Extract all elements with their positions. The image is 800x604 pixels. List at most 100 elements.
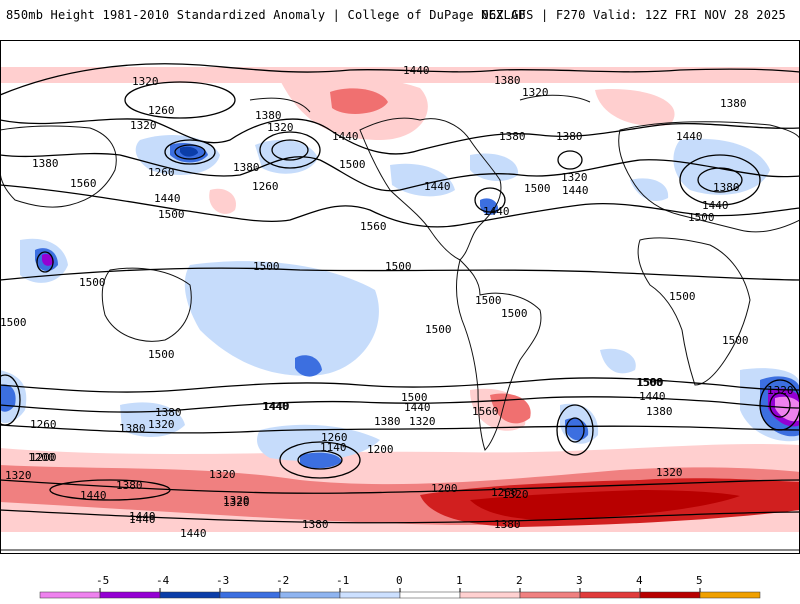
contour-label: 1320 (522, 86, 549, 99)
contour-label: 1440 (332, 130, 359, 143)
anomaly-colorbar: -5 -4 -3 -2 -1 0 1 2 3 4 5 (0, 566, 800, 600)
contour-label: 1380 (302, 518, 329, 531)
contour-label: 1380 (713, 181, 740, 194)
contour-label: 1320 (148, 418, 175, 431)
contour-label: 1500 (688, 211, 715, 224)
contour-label: 1320 (209, 468, 236, 481)
colorbar-tick-label: 0 (396, 574, 403, 587)
colorbar-tick-label: -4 (156, 574, 170, 587)
contour-label: 1380 (494, 74, 521, 87)
contour-label: 1500 (385, 260, 412, 273)
contour-label: 1260 (252, 180, 279, 193)
header: 850mb Height 1981-2010 Standardized Anom… (0, 0, 800, 30)
colorbar-swatch (279, 591, 341, 599)
colorbar-tick-label: 3 (576, 574, 583, 587)
contour-label: 1320 (5, 469, 32, 482)
contour-label: 1440 (483, 205, 510, 218)
colorbar-tick-label: -3 (216, 574, 229, 587)
height-contours (0, 63, 800, 524)
contour-label: 1500 (501, 307, 528, 320)
contour-label: 1560 (472, 405, 499, 418)
contour-label: 1320 (502, 488, 529, 501)
contour-label: 1440 (676, 130, 703, 143)
contour-label: 1200 (28, 451, 55, 464)
contour-label: 1440 (180, 527, 207, 540)
contour-label: 1440 (562, 184, 589, 197)
contour-label: 1500 (253, 260, 280, 273)
colorbar-swatch (99, 591, 161, 599)
colorbar-swatch (39, 591, 101, 599)
contour-label: 1200 (367, 443, 394, 456)
contour-label: 1320 (132, 75, 159, 88)
contour-label: 1380 (374, 415, 401, 428)
contour-label: 1380 (499, 130, 526, 143)
contour-label: 1200 (431, 482, 458, 495)
contour-label: 1380 (720, 97, 747, 110)
map-panel[interactable]: 1320 1440 1380 1320 1380 1260 1320 1380 … (0, 40, 800, 554)
colorbar-tick-label: 5 (696, 574, 703, 587)
contour-label: 1440 (702, 199, 729, 212)
contour-label: 1380 (233, 161, 260, 174)
contour-label: 1500 (636, 376, 663, 389)
contour-label: 1500 (401, 391, 428, 404)
contour-label: 1500 (637, 376, 664, 389)
contour-label: 1320 (767, 384, 794, 397)
contour-label: 1560 (70, 177, 97, 190)
colorbar-ticks: -5 -4 -3 -2 -1 0 1 2 3 4 5 (96, 574, 703, 592)
contour-label: 1440 (262, 400, 289, 413)
contour-label: 1320 (223, 494, 250, 507)
contour-label: 1320 (267, 121, 294, 134)
contour-label: 1500 (669, 290, 696, 303)
contour-label: 1380 (556, 130, 583, 143)
map-title: 850mb Height 1981-2010 Standardized Anom… (6, 8, 526, 22)
contour-label: 1320 (409, 415, 436, 428)
contour-label: 1260 (321, 431, 348, 444)
colorbar-swatch (579, 591, 641, 599)
contour-label: 1500 (425, 323, 452, 336)
contour-label: 1500 (524, 182, 551, 195)
contour-label: 1440 (80, 489, 107, 502)
colorbar-swatch (219, 591, 281, 599)
colorbar-tick-label: 1 (456, 574, 463, 587)
colorbar-swatch (159, 591, 221, 599)
contour-label: 1260 (491, 486, 518, 499)
contour-label: 1440 (404, 401, 431, 414)
colorbar-swatches (39, 591, 761, 599)
colorbar-swatch (459, 591, 521, 599)
contour-label: 1260 (30, 418, 57, 431)
contour-label: 1560 (360, 220, 387, 233)
contour-label: 1320 (561, 171, 588, 184)
contour-label: 1500 (722, 334, 749, 347)
contour-label: 1260 (148, 104, 175, 117)
contour-label: 1380 (32, 157, 59, 170)
contour-label: 1380 (119, 422, 146, 435)
colorbar-tick-label: -1 (336, 574, 349, 587)
colorbar-tick-label: -2 (276, 574, 289, 587)
contour-label: 1380 (494, 518, 521, 531)
strong-positive-anomaly (0, 88, 800, 527)
contour-label: 1140 (320, 441, 347, 454)
contour-label: 1500 (475, 294, 502, 307)
colorbar-swatch (639, 591, 701, 599)
contour-label: 1440 (263, 400, 290, 413)
model-valid-time: 06Z GFS | F270 Valid: 12Z FRI NOV 28 202… (481, 8, 786, 22)
contour-label: 1380 (255, 109, 282, 122)
contour-label: 1500 (148, 348, 175, 361)
coastlines (0, 94, 800, 551)
colorbar-swatch (339, 591, 401, 599)
contour-label: 1440 (403, 64, 430, 77)
contour-label: 1380 (116, 479, 143, 492)
contour-label: 1500 (0, 316, 27, 329)
contour-label: 1260 (148, 166, 175, 179)
contour-label: 1440 (129, 510, 156, 523)
colorbar-tick-label: 2 (516, 574, 523, 587)
contour-label: 1320 (223, 496, 250, 509)
anomaly-map[interactable]: 1320 1440 1380 1320 1380 1260 1320 1380 … (0, 40, 800, 554)
colorbar-tick-label: -5 (96, 574, 109, 587)
colorbar-tick-label: 4 (636, 574, 643, 587)
contour-label: 1440 (639, 390, 666, 403)
contour-label: 1500 (339, 158, 366, 171)
contour-label: 1440 (129, 513, 156, 526)
contour-label: 1500 (79, 276, 106, 289)
contour-label: 1380 (646, 405, 673, 418)
